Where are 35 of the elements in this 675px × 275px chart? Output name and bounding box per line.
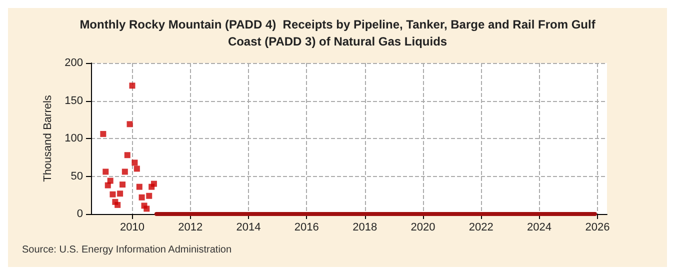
point [138, 194, 145, 200]
point [150, 180, 157, 187]
chart-title: Monthly Rocky Mountain (PADD 4) Receipts by Pipeline, Tanker, Barge and Rail From Gulf Coast (PADD 3) of Natural Gas Liquids [80, 18, 596, 48]
point [102, 168, 109, 175]
x-tick-label: 2010 [120, 222, 144, 234]
point [110, 191, 116, 198]
source-note: Source: U.S. Energy Information Administration [22, 244, 232, 256]
point [107, 178, 114, 184]
point [144, 206, 150, 212]
x-tick-label: 2024 [527, 222, 552, 234]
y-tick-label: 100 [64, 132, 83, 144]
point [120, 182, 126, 188]
x-tick-label: 2016 [294, 222, 319, 234]
y-tick-label: 50 [70, 170, 83, 182]
x-tick-label: 2026 [585, 222, 610, 234]
y-tick-label: 150 [64, 94, 83, 107]
point [129, 82, 136, 89]
x-tick-label: 2014 [236, 222, 261, 234]
y-tick-label: 200 [64, 57, 83, 69]
point [124, 152, 130, 158]
x-tick-label: 2018 [352, 222, 378, 234]
point [117, 190, 124, 197]
y-tick-label: 0 [76, 208, 83, 220]
point [136, 184, 142, 190]
x-tick-label: 2012 [178, 222, 203, 234]
x-tick-label: 2022 [468, 222, 494, 234]
point [122, 168, 128, 175]
x-tick-label: 2020 [410, 222, 436, 234]
point [134, 166, 140, 172]
point [132, 160, 138, 166]
y-axis-title: Thousand Barrels [42, 94, 54, 182]
point [100, 130, 106, 137]
point [146, 192, 152, 199]
point [126, 121, 133, 128]
point [114, 202, 121, 208]
